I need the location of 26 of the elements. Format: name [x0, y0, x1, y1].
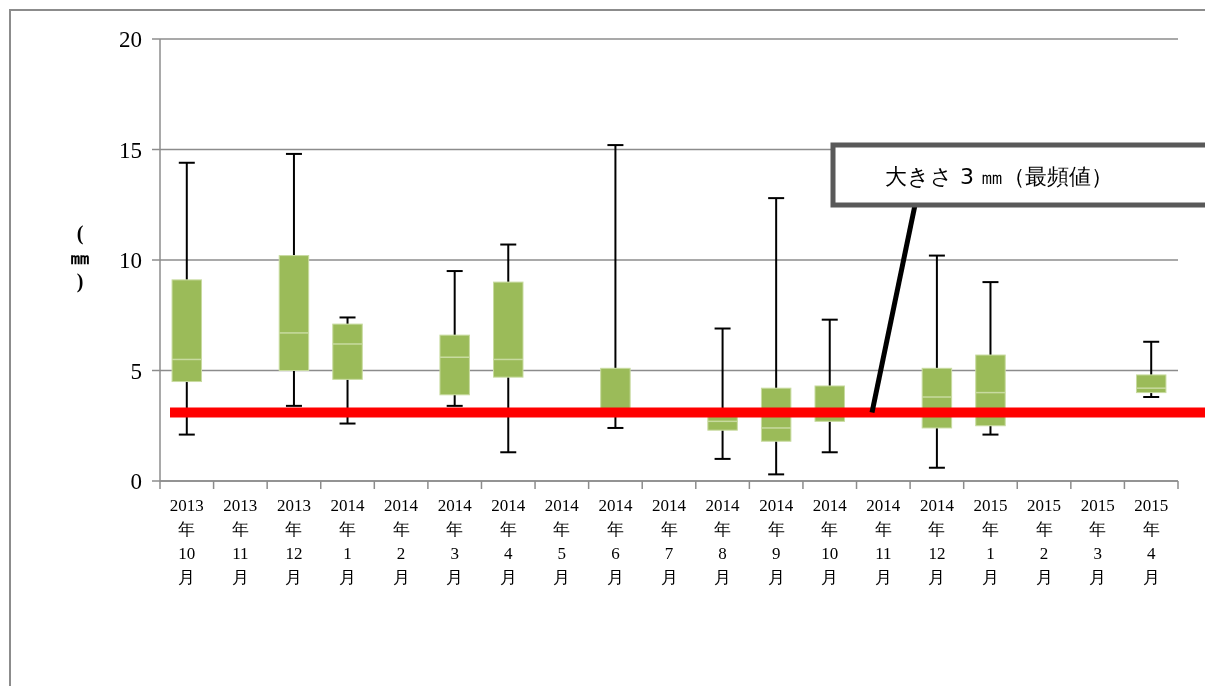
x-tick-label: 2015年3月 [1080, 496, 1115, 587]
x-tick-label: 2013年12月 [276, 496, 311, 587]
x-tick-label: 2014年7月 [652, 496, 687, 587]
x-tick-label: 2014年5月 [544, 496, 580, 587]
x-tick-label: 2014年9月 [759, 496, 794, 587]
x-tick-label: 2015年1月 [973, 496, 1008, 587]
y-tick-label: 0 [130, 469, 142, 494]
y-tick-label: 5 [130, 358, 142, 384]
x-tick-label: 2014年2月 [384, 496, 419, 587]
x-tick-label: 2014年11月 [866, 496, 901, 587]
x-tick-label: 2015年4月 [1134, 496, 1169, 587]
ref-line-label: 大きさ 3 ㎜（最頻値） [885, 164, 1113, 189]
x-tick-label: 2014年1月 [330, 496, 366, 587]
y-axis-title: (㎜) [70, 222, 90, 293]
x-tick-label: 2014年10月 [812, 496, 848, 587]
x-tick-label: 2013年11月 [223, 496, 258, 587]
x-tick-label: 2014年12月 [919, 496, 955, 587]
x-tick-label: 2014年8月 [705, 496, 741, 587]
y-tick-label: 10 [119, 248, 142, 273]
x-tick-label: 2014年3月 [437, 496, 473, 587]
y-tick-label: 15 [119, 137, 142, 163]
x-tick-label: 2014年6月 [598, 496, 633, 587]
x-tick-label: 2015年2月 [1027, 496, 1062, 587]
x-tick-label: 2014年4月 [491, 496, 526, 587]
x-tick-label: 2013年10月 [169, 496, 204, 587]
y-tick-label: 20 [119, 27, 142, 52]
